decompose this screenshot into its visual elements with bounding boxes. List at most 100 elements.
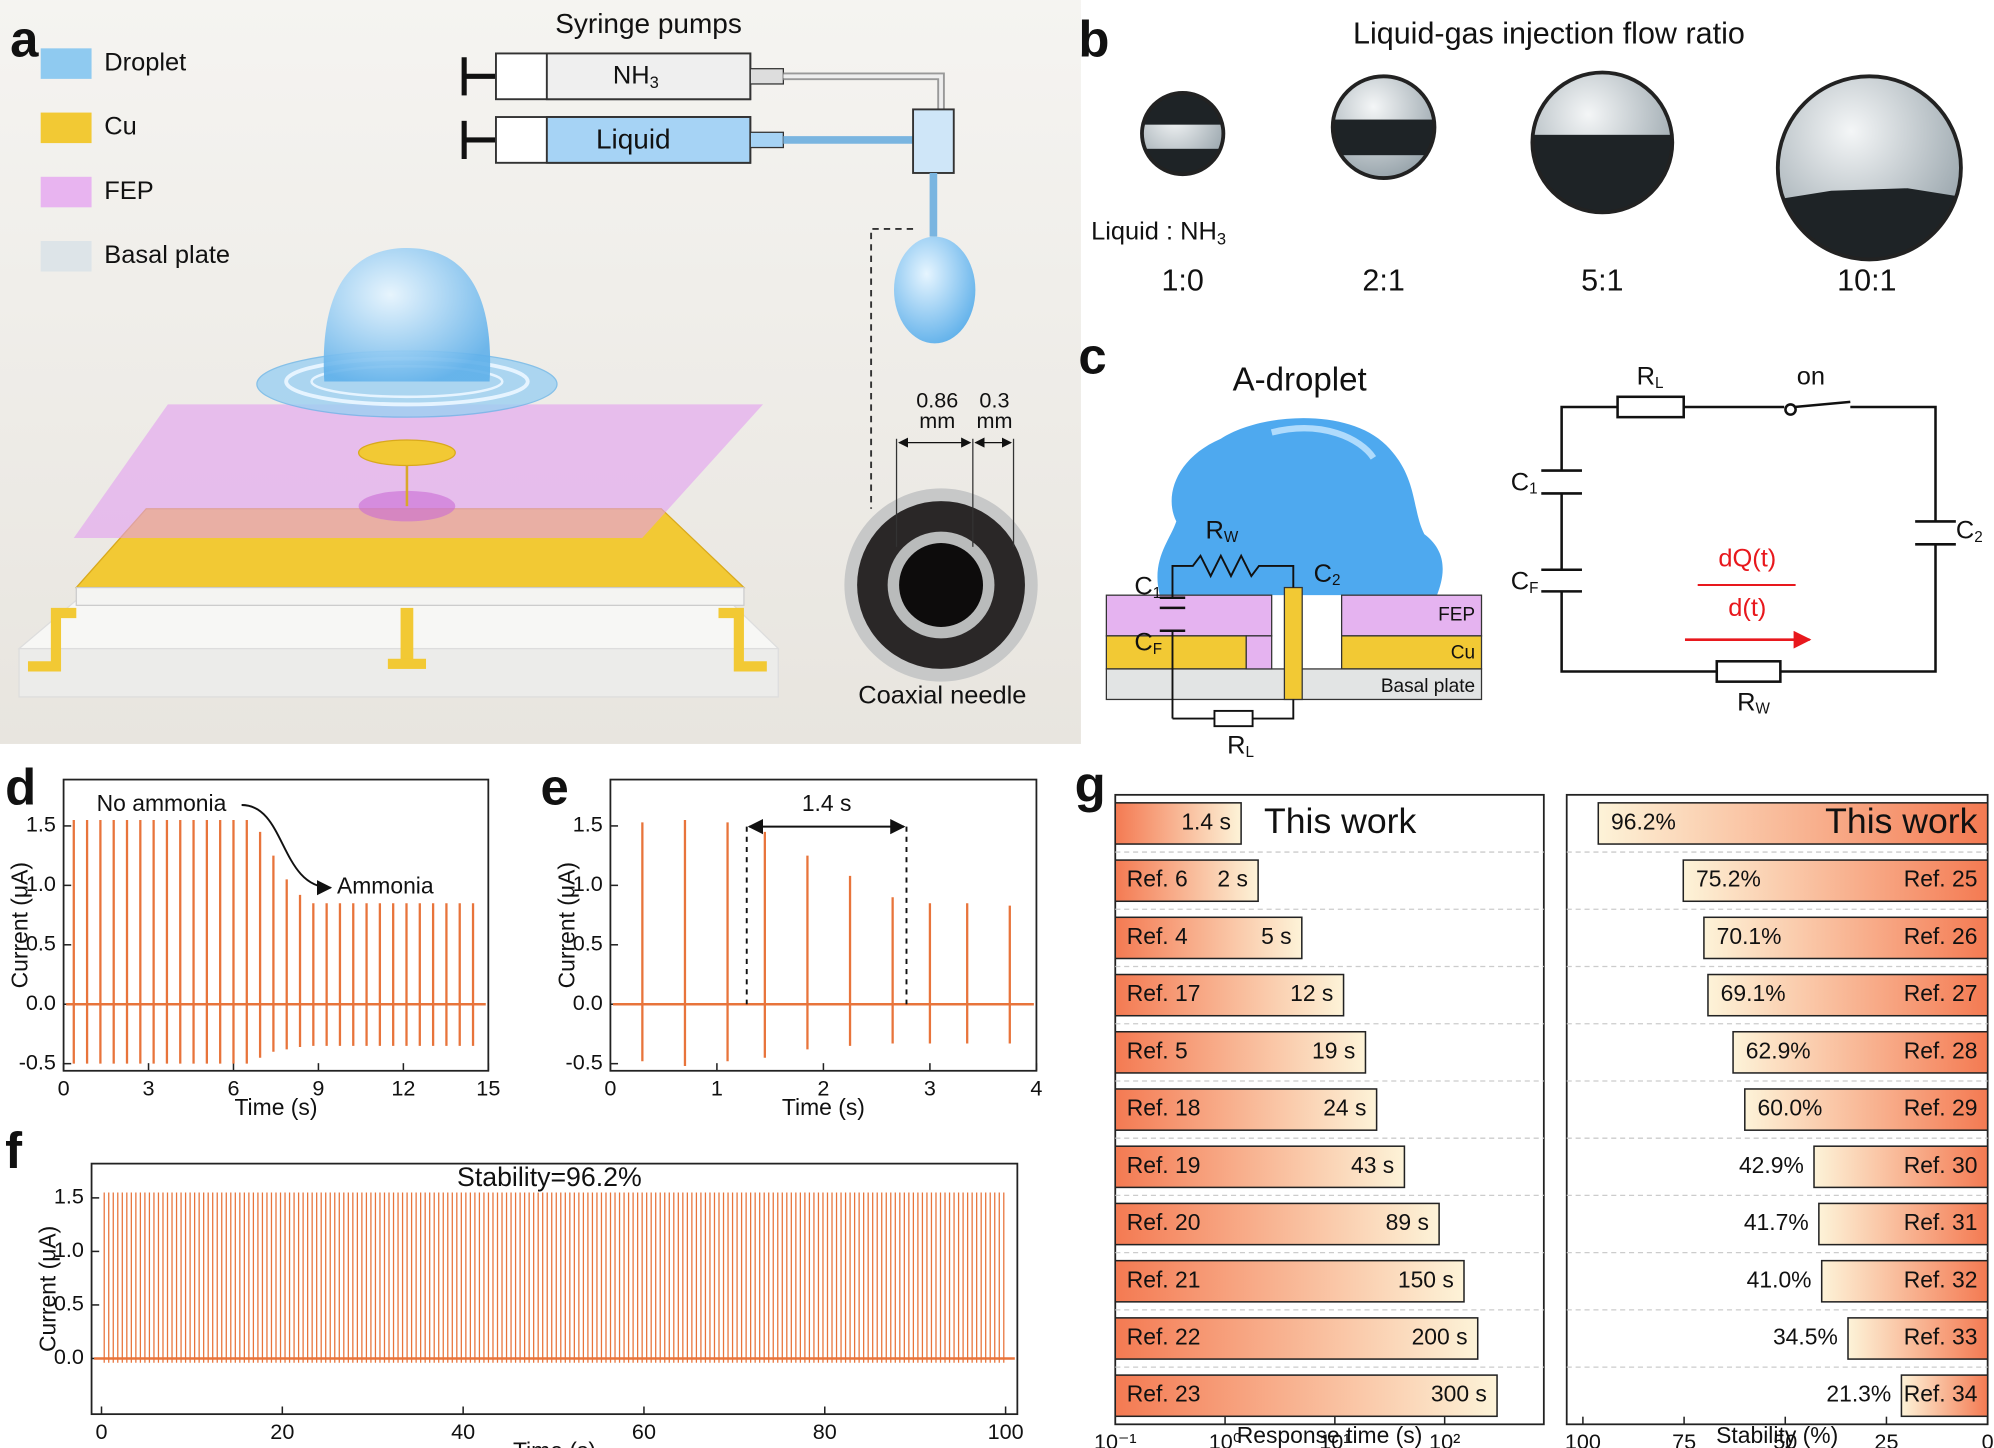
x-tick-label: 10⁰	[1209, 1429, 1242, 1448]
y-axis-label: Current (μA)	[553, 862, 579, 988]
dimension: 0.3	[979, 388, 1009, 413]
x-tick-label: 12	[391, 1076, 415, 1101]
value-label: 34.5%	[1773, 1324, 1838, 1350]
category-label: Ref. 18	[1127, 1095, 1201, 1121]
device-illustration	[17, 248, 780, 698]
category-label: Ref. 30	[1904, 1152, 1978, 1178]
gas-base: NH	[613, 61, 650, 89]
x-tick-label: 9	[312, 1076, 324, 1101]
bar	[1847, 1317, 1989, 1360]
bar	[1813, 1145, 1989, 1189]
circuit	[1541, 395, 1956, 683]
ratio-label: Liquid : NH3	[1091, 217, 1226, 248]
y-tick-label: -0.5	[566, 1049, 603, 1074]
needle-image	[844, 437, 1038, 682]
panel-label: a	[10, 11, 39, 68]
category-label: Ref. 22	[1127, 1324, 1201, 1350]
bar	[1900, 1374, 1989, 1418]
component-label: C2	[1956, 516, 1983, 546]
value-label: 96.2%	[1611, 808, 1676, 834]
value-label: 19 s	[1312, 1037, 1355, 1063]
value-label: 69.1%	[1721, 980, 1786, 1006]
y-tick-label: -0.5	[19, 1049, 56, 1074]
ratio: 1:0	[1161, 263, 1203, 297]
annotation-arrow	[241, 804, 333, 896]
component-label: RL	[1637, 362, 1664, 392]
panel-title: Liquid-gas injection flow ratio	[1353, 17, 1745, 51]
y-tick-label: 0.5	[54, 1291, 84, 1316]
category-label: Ref. 27	[1904, 980, 1978, 1006]
value-label: 21.3%	[1826, 1381, 1891, 1407]
label-sub: W	[1224, 529, 1239, 546]
legend-label: Droplet	[104, 48, 186, 76]
category-label: This work	[1825, 801, 1977, 841]
value-label: 2 s	[1217, 866, 1248, 892]
panel-label: d	[5, 758, 36, 815]
y-tick-label: 0.0	[26, 990, 56, 1015]
switch-label: on	[1797, 362, 1825, 390]
value-label: 200 s	[1412, 1324, 1468, 1350]
y-axis-label: Current (μA)	[7, 862, 33, 988]
bar	[1707, 973, 1989, 1017]
x-tick-label: 2	[817, 1076, 829, 1101]
x-tick-label: 4	[1030, 1076, 1042, 1101]
value-label: 70.1%	[1717, 923, 1782, 949]
needle-label: Coaxial needle	[858, 682, 1026, 710]
y-tick-label: 1.5	[54, 1184, 84, 1209]
gas-sub: 3	[650, 73, 659, 92]
y-tick-label: 0.0	[54, 1344, 84, 1369]
y-tick-label: 0.0	[573, 990, 603, 1015]
bar	[1703, 916, 1989, 960]
panel-a-texts: a Syringe pumps NH3 Liquid 0.86 mm 0.3 m…	[10, 8, 1026, 710]
ratio: 2:1	[1362, 263, 1404, 297]
category-label: This work	[1264, 801, 1416, 841]
component-label: C2	[1314, 560, 1341, 590]
value-label: 41.0%	[1747, 1266, 1812, 1292]
category-label: Ref. 32	[1904, 1266, 1978, 1292]
value-label: 5 s	[1261, 923, 1292, 949]
value-label: 89 s	[1386, 1209, 1429, 1235]
x-axis-label: Time (s)	[782, 1094, 865, 1120]
plot-frame	[609, 778, 1038, 1072]
current-numerator: dQ(t)	[1718, 544, 1776, 572]
bar	[1818, 1202, 1989, 1246]
dimension: 0.86	[916, 388, 958, 413]
label-sub: 2	[1974, 529, 1982, 546]
category-label: Ref. 20	[1127, 1209, 1201, 1235]
device-schematic	[1105, 418, 1483, 728]
value-label: 62.9%	[1746, 1037, 1811, 1063]
panel-label: f	[5, 1122, 23, 1179]
value-label: 300 s	[1431, 1381, 1487, 1407]
y-tick-label: 1.5	[26, 812, 56, 837]
current-denominator: d(t)	[1728, 594, 1766, 622]
component-label: RW	[1206, 516, 1239, 546]
x-tick-label: 25	[1874, 1429, 1898, 1448]
value-label: 42.9%	[1739, 1152, 1804, 1178]
label-sub: L	[1655, 375, 1663, 392]
bar	[1114, 859, 1259, 903]
x-tick-label: 60	[632, 1419, 656, 1444]
value-label: 43 s	[1351, 1152, 1394, 1178]
x-tick-label: 15	[476, 1076, 500, 1101]
value-label: 12 s	[1290, 980, 1333, 1006]
dimension-unit: mm	[919, 408, 955, 433]
legend-swatch	[40, 241, 92, 272]
y-tick-label: 1.0	[54, 1237, 84, 1262]
x-tick-label: 1	[711, 1076, 723, 1101]
y-tick-label: 1.5	[573, 812, 603, 837]
bar	[1114, 1088, 1378, 1131]
bar	[1114, 916, 1303, 960]
value-label: 1.4 s	[1181, 808, 1231, 834]
x-axis-label: Stability (%)	[1716, 1422, 1838, 1448]
category-label: Ref. 5	[1127, 1037, 1188, 1063]
category-label: Ref. 23	[1127, 1381, 1201, 1407]
category-label: Ref. 29	[1904, 1095, 1978, 1121]
syringe-pumps	[461, 52, 976, 509]
component-label: CF	[1134, 628, 1162, 658]
ratio-sub: 3	[1217, 230, 1226, 249]
label-sub: 2	[1332, 572, 1340, 589]
x-tick-label: 0	[604, 1076, 616, 1101]
label-base: C	[1956, 516, 1974, 544]
plot-frame	[62, 778, 490, 1072]
